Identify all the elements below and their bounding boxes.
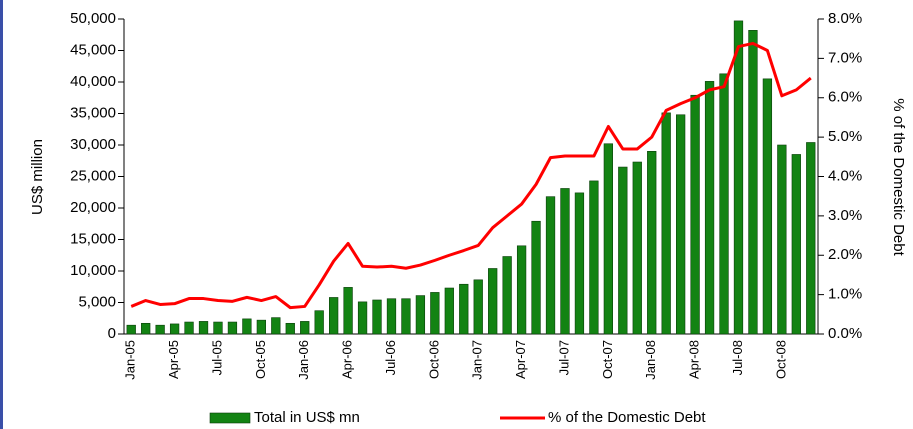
bar xyxy=(632,161,642,335)
bar xyxy=(401,298,411,335)
line xyxy=(130,41,812,310)
y-tick-label: 40,000 xyxy=(70,73,116,90)
bar xyxy=(242,318,252,335)
y-tick-label: 25,000 xyxy=(70,167,116,184)
bar xyxy=(733,20,744,335)
y-tick-label: 15,000 xyxy=(70,230,116,247)
y2-tick-label: 2.0% xyxy=(828,246,862,263)
bar xyxy=(690,94,700,335)
x-tick-label: Jan-06 xyxy=(296,340,311,380)
bar xyxy=(647,151,657,335)
bar xyxy=(126,324,136,335)
bar xyxy=(300,321,310,335)
bar xyxy=(545,196,556,335)
x-tick-label: Oct-05 xyxy=(253,340,268,379)
y2-tick-label: 5.0% xyxy=(828,128,862,145)
bar xyxy=(748,30,758,335)
x-tick-label: Oct-06 xyxy=(426,340,441,379)
bar xyxy=(386,298,397,335)
x-tick-label: Jul-07 xyxy=(556,340,571,375)
bar xyxy=(777,144,787,335)
x-tick-label: Jan-05 xyxy=(123,340,138,380)
bar xyxy=(560,188,570,335)
y-tick-label: 45,000 xyxy=(70,41,116,58)
bar xyxy=(141,322,151,335)
legend-label: % of the Domestic Debt xyxy=(548,409,706,426)
legend-label: Total in US$ mn xyxy=(254,409,360,426)
bar xyxy=(415,295,426,335)
bar xyxy=(618,166,628,335)
y2-tick-label: 4.0% xyxy=(828,167,862,184)
bar xyxy=(169,323,180,335)
bar xyxy=(213,321,223,335)
x-tick-label: Jul-08 xyxy=(730,340,745,375)
y-tick-label: 0 xyxy=(108,325,116,342)
bar xyxy=(184,321,194,335)
x-tick-label: Apr-05 xyxy=(166,340,181,379)
x-tick-label: Jul-06 xyxy=(383,340,398,375)
legend-swatch xyxy=(209,412,251,424)
bar xyxy=(227,321,238,335)
bar xyxy=(357,301,368,335)
bar xyxy=(661,112,671,335)
x-tick-label: Apr-06 xyxy=(340,340,355,379)
bar xyxy=(589,180,599,335)
bar xyxy=(285,322,295,335)
bar xyxy=(488,268,498,335)
x-tick-label: Jan-07 xyxy=(470,340,485,380)
bar xyxy=(198,321,209,335)
y2-axis-title: % of the Domestic Debt xyxy=(890,98,907,256)
bar xyxy=(372,299,382,335)
y-tick-label: 10,000 xyxy=(70,262,116,279)
bar xyxy=(676,114,686,335)
bar xyxy=(574,192,585,335)
y2-tick-label: 6.0% xyxy=(828,89,862,106)
bar xyxy=(719,73,729,335)
bar xyxy=(531,220,541,335)
bar xyxy=(271,317,281,335)
y2-tick-label: 7.0% xyxy=(828,49,862,66)
bar xyxy=(603,143,613,335)
bar xyxy=(704,81,715,335)
y-tick-label: 20,000 xyxy=(70,199,116,216)
x-tick-label: Jan-08 xyxy=(643,340,658,380)
y2-tick-label: 0.0% xyxy=(828,325,862,342)
bar xyxy=(459,283,469,335)
bar xyxy=(806,142,816,335)
y-tick-label: 35,000 xyxy=(70,104,116,121)
y2-tick-label: 3.0% xyxy=(828,207,862,224)
x-tick-label: Apr-08 xyxy=(687,340,702,379)
y-tick-label: 30,000 xyxy=(70,136,116,153)
y2-tick-label: 8.0% xyxy=(828,10,862,27)
bar xyxy=(444,287,454,335)
bar xyxy=(343,287,353,335)
y-axis-title: US$ million xyxy=(29,139,46,215)
bar xyxy=(329,297,339,335)
bar xyxy=(516,245,527,335)
x-tick-label: Apr-07 xyxy=(513,340,528,379)
x-tick-label: Oct-07 xyxy=(600,340,615,379)
y-tick-label: 5,000 xyxy=(78,293,116,310)
bar xyxy=(762,78,773,335)
bar xyxy=(314,310,324,335)
bar xyxy=(473,279,483,335)
bar xyxy=(430,292,440,335)
x-tick-label: Jul-05 xyxy=(209,340,224,375)
bar xyxy=(502,256,512,335)
bar xyxy=(791,154,801,335)
x-tick-label: Oct-08 xyxy=(773,340,788,379)
bar xyxy=(155,324,165,335)
y2-tick-label: 1.0% xyxy=(828,286,862,303)
y-tick-label: 50,000 xyxy=(70,10,116,27)
bar xyxy=(256,319,266,335)
